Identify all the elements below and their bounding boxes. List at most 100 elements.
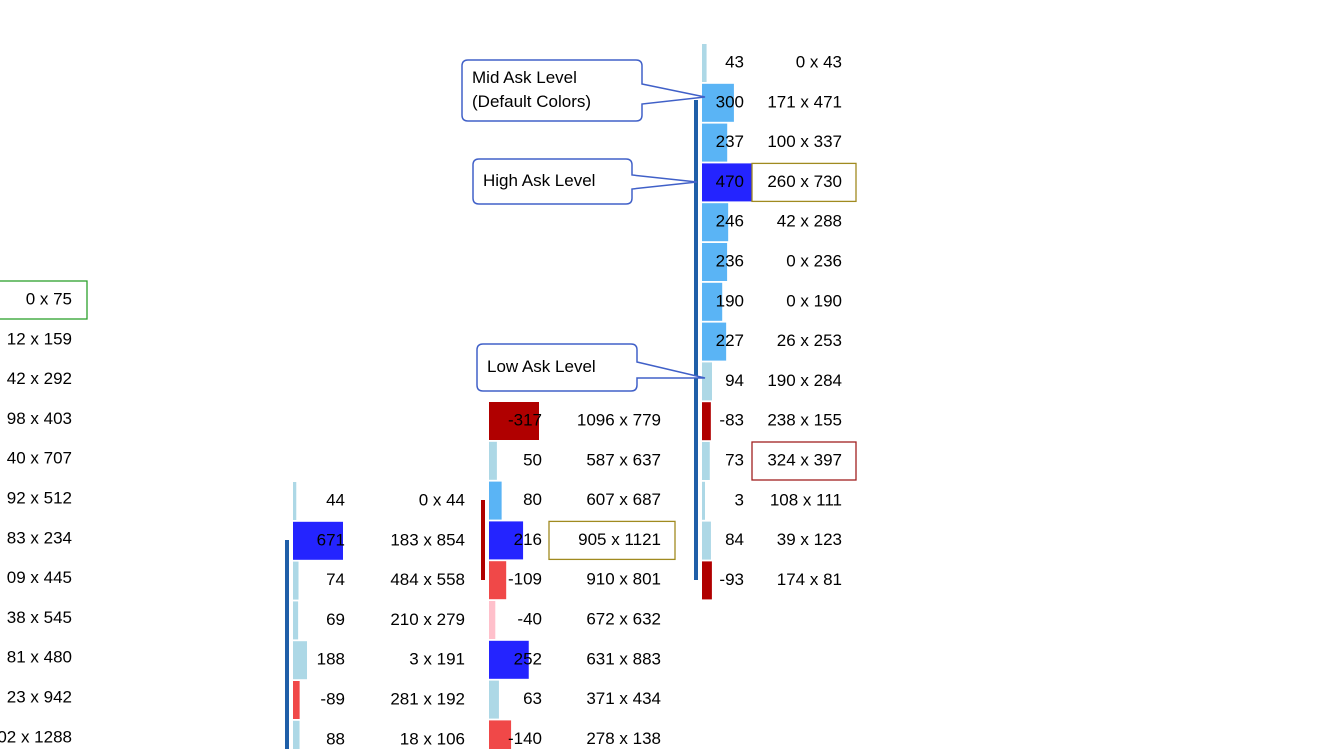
delta-label: 227 — [716, 331, 744, 350]
delta-label: 246 — [716, 212, 744, 231]
bid-ask-label: 607 x 687 — [586, 490, 661, 509]
delta-label: 69 — [326, 610, 345, 629]
delta-bar — [489, 561, 507, 600]
delta-label: 94 — [725, 371, 744, 390]
bid-ask-label: 42 x 288 — [777, 212, 842, 231]
bid-ask-label: 910 x 801 — [586, 570, 661, 589]
delta-label: 300 — [716, 92, 744, 111]
delta-bar — [293, 521, 343, 560]
delta-bar — [489, 601, 496, 639]
delta-bar — [293, 482, 297, 520]
bid-ask-label: 0 x 190 — [786, 291, 842, 310]
delta-bar — [489, 680, 499, 719]
delta-bar — [702, 44, 707, 82]
bid-ask-label: 631 x 883 — [586, 649, 661, 668]
bid-ask-label: 324 x 397 — [767, 450, 842, 469]
bid-ask-label: 278 x 138 — [586, 729, 661, 748]
highlight-box — [751, 162, 857, 203]
delta-label: 190 — [716, 291, 744, 310]
bid-ask-label: 92 x 512 — [7, 488, 72, 507]
callout-text: High Ask Level — [483, 171, 595, 190]
bid-ask-label: 371 x 434 — [586, 689, 661, 708]
callout-text: Low Ask Level — [487, 357, 596, 376]
delta-label: 88 — [326, 729, 345, 748]
delta-bar — [702, 521, 711, 560]
delta-bar — [293, 720, 300, 754]
bid-ask-label: 83 x 234 — [7, 528, 72, 547]
delta-bar — [702, 83, 734, 122]
delta-label: -109 — [508, 570, 542, 589]
delta-bar — [702, 163, 752, 202]
delta-label: 44 — [326, 490, 345, 509]
delta-label: 63 — [523, 689, 542, 708]
delta-bar — [489, 521, 524, 560]
delta-bar — [702, 322, 727, 361]
bid-ask-label: 18 x 106 — [400, 729, 465, 748]
bid-ask-label: 587 x 637 — [586, 450, 661, 469]
delta-bar — [293, 601, 299, 640]
highlight-box — [548, 520, 676, 561]
bid-ask-label: 26 x 253 — [777, 331, 842, 350]
delta-label: 3 — [735, 490, 744, 509]
highlight-box — [751, 441, 857, 481]
bid-ask-label: 12 x 159 — [7, 329, 72, 348]
delta-bar — [489, 402, 539, 440]
delta-label: 50 — [523, 450, 542, 469]
delta-label: 188 — [317, 650, 345, 669]
bid-ask-label: 171 x 471 — [767, 92, 842, 111]
delta-label: -83 — [719, 411, 744, 430]
bid-ask-label: 39 x 123 — [777, 530, 842, 549]
bid-ask-label: 0 x 236 — [786, 251, 842, 270]
delta-bar — [702, 203, 729, 242]
bid-ask-label: 238 x 155 — [767, 411, 842, 430]
delta-bar — [702, 243, 728, 281]
bid-ask-label: 0 x 43 — [796, 52, 842, 71]
bid-ask-label: 42 x 292 — [7, 369, 72, 388]
delta-label: 80 — [523, 490, 542, 509]
bid-ask-label: 0 x 44 — [419, 490, 465, 509]
delta-bar — [702, 561, 712, 600]
delta-label: -93 — [719, 570, 744, 589]
delta-bar — [702, 282, 723, 321]
delta-label: 252 — [514, 649, 542, 668]
bid-ask-label: 905 x 1121 — [578, 530, 661, 549]
bid-ask-label: 23 x 942 — [7, 687, 72, 706]
delta-label: 216 — [514, 530, 542, 549]
delta-label: 74 — [326, 570, 345, 589]
bid-ask-label: 81 x 480 — [7, 648, 72, 667]
delta-bar — [489, 720, 512, 754]
bid-ask-label: 108 x 111 — [770, 490, 842, 509]
delta-bar — [489, 441, 497, 480]
delta-label: 73 — [725, 450, 744, 469]
bid-ask-label: 281 x 192 — [390, 689, 465, 708]
delta-bar — [489, 640, 529, 679]
bid-ask-label: 98 x 403 — [7, 409, 72, 428]
bid-ask-label: 210 x 279 — [390, 610, 465, 629]
delta-label: 236 — [716, 251, 744, 270]
bid-ask-label: 484 x 558 — [390, 570, 465, 589]
bid-ask-label: 02 x 1288 — [0, 727, 72, 746]
delta-label: 237 — [716, 132, 744, 151]
delta-label: -40 — [517, 609, 542, 628]
delta-bar — [702, 481, 705, 520]
bid-ask-label: 100 x 337 — [767, 132, 842, 151]
delta-label: 470 — [716, 172, 744, 191]
delta-label: -89 — [320, 689, 345, 708]
callout-box — [461, 59, 706, 122]
bid-ask-label: 38 x 545 — [7, 608, 72, 627]
callout-text: Mid Ask Level — [472, 68, 577, 87]
delta-label: 43 — [725, 52, 744, 71]
bid-ask-label: 0 x 75 — [26, 289, 72, 308]
delta-label: 84 — [725, 530, 744, 549]
delta-bar — [702, 362, 712, 401]
bid-ask-label: 183 x 854 — [390, 530, 465, 549]
bid-ask-label: 3 x 191 — [409, 650, 465, 669]
delta-bar — [489, 481, 502, 520]
bid-ask-label: 09 x 445 — [7, 568, 72, 587]
delta-bar — [702, 123, 728, 162]
callout-box — [476, 343, 706, 392]
bid-ask-label: 174 x 81 — [777, 570, 842, 589]
delta-label: 671 — [317, 530, 345, 549]
callout-box — [472, 158, 698, 205]
